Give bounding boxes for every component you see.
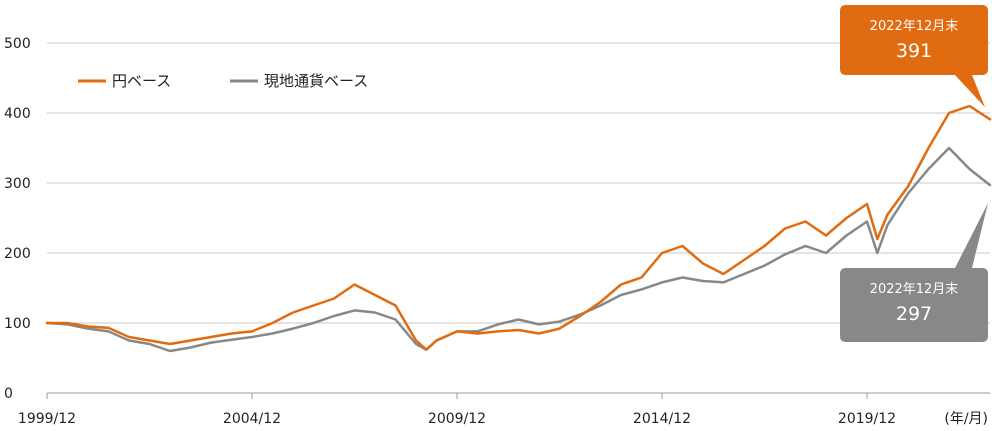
callout-local-value: 297 (896, 303, 932, 325)
legend-label-yen: 円ベース (112, 72, 171, 90)
callout-local-label: 2022年12月末 (870, 282, 959, 297)
y-tick-label-0: 0 (4, 386, 13, 402)
x-axis-ticks: 1999/12 2004/12 2009/12 2014/12 2019/12 (18, 393, 896, 427)
callout-yen: 2022年12月末 391 (840, 5, 988, 108)
series-line-1 (45, 146, 992, 353)
y-tick-label-500: 500 (4, 36, 31, 52)
series-lines (45, 104, 992, 353)
legend-label-local: 現地通貨ベース (264, 72, 368, 90)
y-tick-label-200: 200 (4, 246, 31, 262)
callout-yen-value: 391 (896, 40, 932, 62)
y-tick-label-100: 100 (4, 316, 31, 332)
y-tick-label-400: 400 (4, 106, 31, 122)
y-tick-label-300: 300 (4, 176, 31, 192)
grid-lines (47, 42, 990, 324)
x-axis-unit-label: (年/月) (944, 411, 988, 427)
callout-local: 2022年12月末 297 (840, 203, 988, 342)
x-tick-label-1: 2004/12 (223, 411, 281, 427)
callout-yen-box (840, 5, 988, 108)
callout-local-box (840, 203, 988, 342)
x-tick-label-3: 2014/12 (633, 411, 691, 427)
callout-yen-label: 2022年12月末 (870, 19, 959, 34)
y-axis-ticks: 0 100 200 300 400 500 (4, 36, 31, 402)
x-tick-label-4: 2019/12 (838, 411, 896, 427)
x-tick-label-2: 2009/12 (428, 411, 486, 427)
legend: 円ベース 現地通貨ベース (78, 72, 368, 90)
x-tick-label-0: 1999/12 (18, 411, 76, 427)
series-line-0 (45, 104, 992, 351)
